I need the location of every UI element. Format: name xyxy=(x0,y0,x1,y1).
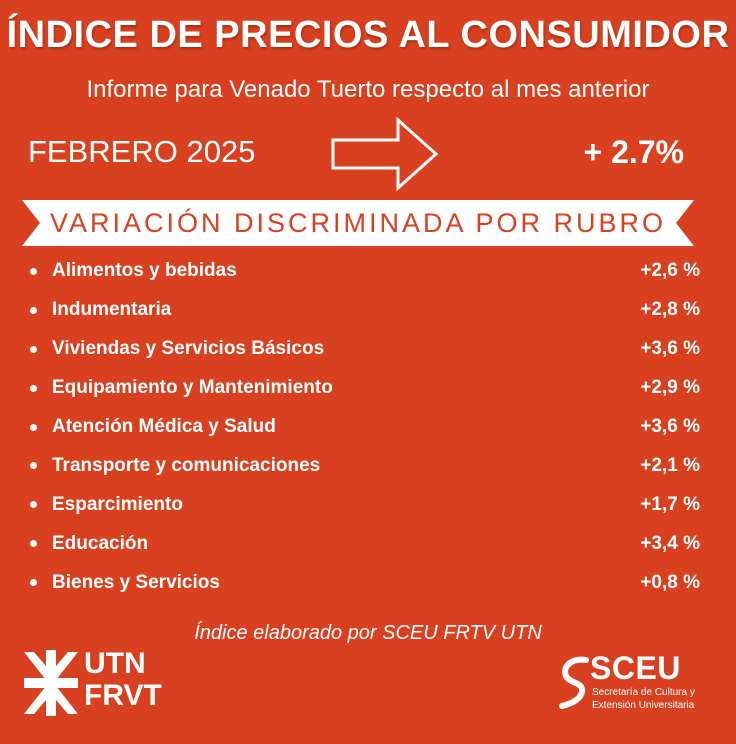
list-item: Equipamiento y Mantenimiento +2,9 % xyxy=(30,369,700,408)
rubro-name: Equipamiento y Mantenimiento xyxy=(52,377,333,399)
list-item: Viviendas y Servicios Básicos +3,6 % xyxy=(30,330,700,369)
rubro-name: Indumentaria xyxy=(52,299,172,321)
list-item: Alimentos y bebidas +2,6 % xyxy=(30,252,700,291)
utn-logo-line1: UTN xyxy=(84,647,146,680)
bullet-icon xyxy=(30,540,37,548)
list-item: Educación +3,4 % xyxy=(30,524,700,563)
bullet-icon xyxy=(30,306,37,314)
rubro-name: Bienes y Servicios xyxy=(52,571,220,593)
bullet-icon xyxy=(30,579,37,587)
page-title: ÍNDICE DE PRECIOS AL CONSUMIDOR xyxy=(6,14,730,56)
rubro-value: +3,6 % xyxy=(640,338,700,360)
list-item: Atención Médica y Salud +3,6 % xyxy=(30,408,700,447)
list-item: Esparcimiento +1,7 % xyxy=(30,485,700,524)
sceu-swirl-icon xyxy=(559,656,589,709)
rubros-list: Alimentos y bebidas +2,6 % Indumentaria … xyxy=(30,252,700,602)
total-variation: + 2.7% xyxy=(583,134,684,170)
list-item: Indumentaria +2,8 % xyxy=(30,291,700,330)
list-item: Transporte y comunicaciones +2,1 % xyxy=(30,446,700,485)
sceu-logo-subtitle: Secretaría de Cultura y Extensión Univer… xyxy=(592,687,695,711)
rubro-value: +2,8 % xyxy=(640,299,700,321)
sceu-logo: SCEU Secretaría de Cultura y Extensión U… xyxy=(558,650,718,716)
bullet-icon xyxy=(30,345,37,353)
rubro-name: Alimentos y bebidas xyxy=(52,260,237,282)
bullet-icon xyxy=(30,501,37,509)
rubro-value: +0,8 % xyxy=(640,571,700,593)
section-banner: VARIACIÓN DISCRIMINADA POR RUBRO xyxy=(22,200,694,246)
bullet-icon xyxy=(30,423,37,431)
period-label: FEBRERO 2025 xyxy=(28,134,256,169)
rubro-value: +2,9 % xyxy=(640,377,700,399)
bullet-icon xyxy=(30,267,37,275)
rubro-value: +3,6 % xyxy=(640,416,700,437)
rubro-name: Atención Médica y Salud xyxy=(52,416,276,437)
utn-logo-text: UTN FRVT xyxy=(84,648,162,712)
page-subtitle: Informe para Venado Tuerto respecto al m… xyxy=(86,76,650,103)
bullet-icon xyxy=(30,384,37,392)
sceu-logo-name: SCEU xyxy=(590,650,681,686)
rubro-name: Educación xyxy=(52,532,149,554)
utn-logo-line2: FRVT xyxy=(84,679,162,712)
rubro-name: Viviendas y Servicios Básicos xyxy=(52,338,325,360)
rubro-value: +2,6 % xyxy=(640,260,700,282)
section-banner-label: VARIACIÓN DISCRIMINADA POR RUBRO xyxy=(49,208,667,238)
rubro-value: +3,4 % xyxy=(640,532,700,554)
rubro-name: Esparcimiento xyxy=(52,493,183,515)
rubro-name: Transporte y comunicaciones xyxy=(52,454,321,476)
bullet-icon xyxy=(30,462,37,470)
rubro-value: +2,1 % xyxy=(640,454,700,476)
utn-emblem-icon xyxy=(24,650,78,716)
right-arrow-outline-icon xyxy=(330,116,440,197)
utn-logo: UTN FRVT xyxy=(24,648,164,718)
footer-note: Índice elaborado por SCEU FRTV UTN xyxy=(194,622,542,644)
list-item: Bienes y Servicios +0,8 % xyxy=(30,563,700,602)
rubro-value: +1,7 % xyxy=(640,493,700,515)
